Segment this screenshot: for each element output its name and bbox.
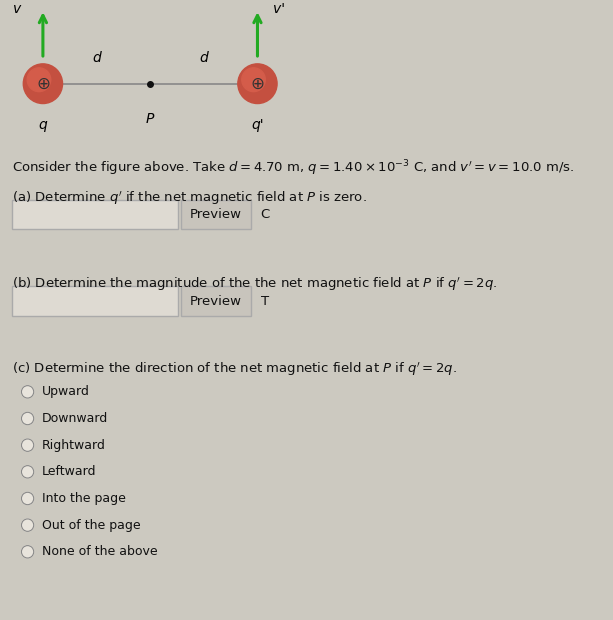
- Text: None of the above: None of the above: [42, 546, 158, 558]
- Circle shape: [21, 412, 34, 425]
- Circle shape: [238, 64, 277, 104]
- Text: v: v: [13, 2, 21, 16]
- Circle shape: [21, 546, 34, 558]
- Text: C: C: [261, 208, 270, 221]
- Text: d: d: [199, 51, 208, 65]
- Text: q: q: [39, 118, 47, 132]
- Text: Into the page: Into the page: [42, 492, 126, 505]
- Text: (a) Determine $q'$ if the net magnetic field at $P$ is zero.: (a) Determine $q'$ if the net magnetic f…: [12, 189, 367, 206]
- Circle shape: [27, 68, 51, 92]
- Circle shape: [21, 519, 34, 531]
- Text: Downward: Downward: [42, 412, 108, 425]
- Circle shape: [21, 386, 34, 398]
- Text: Out of the page: Out of the page: [42, 519, 140, 531]
- Text: T: T: [261, 295, 268, 308]
- Text: Preview: Preview: [190, 295, 242, 308]
- Circle shape: [23, 64, 63, 104]
- Text: Leftward: Leftward: [42, 466, 96, 478]
- Circle shape: [21, 492, 34, 505]
- Text: Preview: Preview: [190, 208, 242, 221]
- Text: Upward: Upward: [42, 386, 89, 398]
- Circle shape: [21, 439, 34, 451]
- Text: Rightward: Rightward: [42, 439, 105, 451]
- Text: d: d: [92, 51, 101, 65]
- Circle shape: [21, 466, 34, 478]
- Text: $\oplus$: $\oplus$: [250, 74, 265, 93]
- FancyBboxPatch shape: [181, 200, 251, 229]
- FancyBboxPatch shape: [181, 286, 251, 316]
- FancyBboxPatch shape: [12, 200, 178, 229]
- FancyBboxPatch shape: [12, 286, 178, 316]
- Text: (b) Determine the magnitude of the the net magnetic field at $P$ if $q' = 2q$.: (b) Determine the magnitude of the the n…: [12, 276, 498, 293]
- Text: P: P: [146, 112, 154, 126]
- Text: v': v': [273, 2, 285, 16]
- Text: Consider the figure above. Take $d = 4.70$ m, $q = 1.40 \times 10^{-3}$ C, and $: Consider the figure above. Take $d = 4.7…: [12, 158, 574, 178]
- Text: $\oplus$: $\oplus$: [36, 74, 50, 93]
- Circle shape: [242, 68, 265, 92]
- Text: (c) Determine the direction of the net magnetic field at $P$ if $q' = 2q$.: (c) Determine the direction of the net m…: [12, 361, 457, 378]
- Text: q': q': [251, 118, 264, 132]
